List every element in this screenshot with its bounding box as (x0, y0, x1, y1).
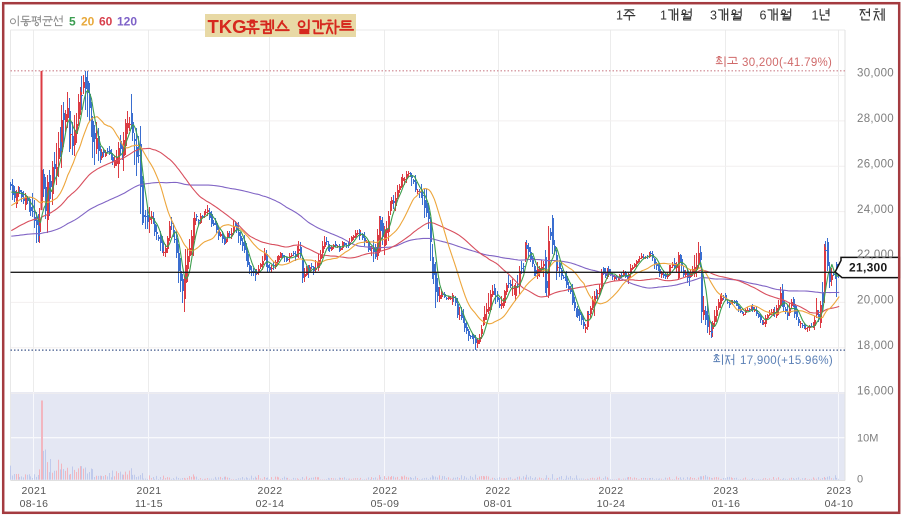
svg-text:3: 3 (710, 8, 717, 22)
svg-text:21,300: 21,300 (849, 261, 888, 275)
svg-text:04-10: 04-10 (825, 498, 854, 510)
svg-text:10-24: 10-24 (597, 498, 626, 510)
svg-text:60: 60 (99, 15, 113, 29)
svg-text:2022: 2022 (373, 485, 398, 497)
svg-text:17,900(+15.96%): 17,900(+15.96%) (740, 355, 833, 367)
svg-text:05-09: 05-09 (371, 498, 400, 510)
svg-text:2022: 2022 (486, 485, 511, 497)
svg-text:18,000: 18,000 (857, 340, 894, 352)
svg-text:20: 20 (81, 15, 95, 29)
svg-text:2022: 2022 (258, 485, 283, 497)
svg-text:2023: 2023 (827, 485, 852, 497)
svg-text:2021: 2021 (22, 485, 47, 497)
svg-text:1: 1 (812, 8, 819, 22)
svg-text:24,000: 24,000 (857, 204, 894, 216)
svg-text:22,000: 22,000 (857, 249, 894, 261)
svg-text:0: 0 (857, 474, 863, 486)
svg-text:1: 1 (616, 8, 623, 22)
svg-text:1: 1 (660, 8, 667, 22)
svg-text:20,000: 20,000 (857, 295, 894, 307)
svg-text:16,000: 16,000 (857, 385, 894, 397)
svg-text:26,000: 26,000 (857, 158, 894, 170)
svg-text:10M: 10M (857, 433, 878, 445)
svg-text:6: 6 (760, 8, 767, 22)
svg-text:2021: 2021 (137, 485, 162, 497)
svg-text:120: 120 (117, 15, 137, 29)
svg-text:08-16: 08-16 (20, 498, 49, 510)
svg-text:08-01: 08-01 (484, 498, 513, 510)
svg-text:30,000: 30,000 (857, 68, 894, 80)
svg-text:5: 5 (69, 15, 76, 29)
svg-text:02-14: 02-14 (256, 498, 285, 510)
svg-text:01-16: 01-16 (712, 498, 741, 510)
svg-text:2023: 2023 (714, 485, 739, 497)
svg-text:2022: 2022 (599, 485, 624, 497)
svg-text:11-15: 11-15 (135, 498, 163, 510)
svg-text:TKG: TKG (208, 16, 247, 37)
svg-text:30,200(-41.79%): 30,200(-41.79%) (742, 57, 832, 69)
svg-text:28,000: 28,000 (857, 113, 894, 125)
